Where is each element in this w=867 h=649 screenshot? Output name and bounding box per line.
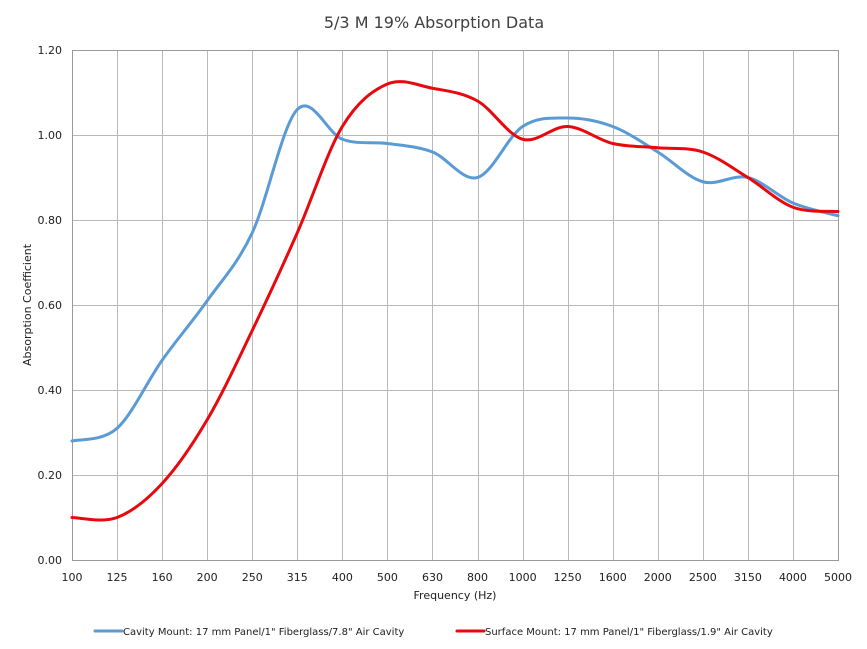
series-1-point [71, 440, 74, 443]
series-2-point [206, 418, 209, 421]
series-2-point [701, 151, 704, 154]
x-tick-label: 200 [197, 571, 218, 584]
x-tick-label: 500 [377, 571, 398, 584]
series-2-point [476, 100, 479, 103]
x-tick-label: 1000 [509, 571, 537, 584]
x-tick-label: 1250 [554, 571, 582, 584]
x-tick-label: 250 [242, 571, 263, 584]
series-line-1 [70, 104, 840, 443]
series-2-point [386, 83, 389, 86]
series-2-point [566, 125, 569, 128]
y-axis-ticks: 0.00 0.20 0.40 0.60 0.80 1.00 1.20 [38, 44, 63, 567]
series-1-point [521, 125, 524, 128]
legend-label-2: Surface Mount: 17 mm Panel/1" Fiberglass… [485, 627, 773, 638]
y-tick-label: 0.20 [38, 469, 63, 482]
series-2-point [791, 206, 794, 209]
series-1-point [116, 427, 119, 430]
legend: Cavity Mount: 17 mm Panel/1" Fiberglass/… [93, 627, 773, 638]
series-2-point [431, 87, 434, 90]
series-2-point [611, 142, 614, 145]
series-1-point [341, 138, 344, 141]
series-2-point [656, 146, 659, 149]
series-1-point [296, 108, 299, 111]
series-2-point [161, 482, 164, 485]
series-1-point [791, 202, 794, 205]
series-2-point [837, 210, 840, 213]
series-1-point [386, 142, 389, 145]
series-layer [70, 80, 840, 522]
y-tick-label: 1.20 [38, 44, 63, 57]
x-tick-label: 2000 [644, 571, 672, 584]
series-1-point [206, 299, 209, 302]
x-tick-label: 125 [107, 571, 128, 584]
legend-label-1: Cavity Mount: 17 mm Panel/1" Fiberglass/… [123, 627, 404, 638]
series-1-point [701, 180, 704, 183]
series-1-point [611, 125, 614, 128]
series-1-point [431, 151, 434, 154]
y-tick-label: 0.40 [38, 384, 63, 397]
x-tick-label: 100 [62, 571, 83, 584]
series-2-point [116, 516, 119, 519]
series-1-point [566, 117, 569, 120]
y-tick-label: 0.80 [38, 214, 63, 227]
series-2-point [296, 231, 299, 234]
series-1-point [251, 231, 254, 234]
x-tick-label: 800 [467, 571, 488, 584]
x-tick-label: 315 [287, 571, 308, 584]
y-tick-label: 1.00 [38, 129, 63, 142]
x-tick-label: 5000 [824, 571, 852, 584]
series-2-point [341, 125, 344, 128]
series-2-point [71, 516, 74, 519]
series-1-point [837, 214, 840, 217]
y-tick-label: 0.60 [38, 299, 63, 312]
x-axis-label: Frequency (Hz) [414, 589, 497, 602]
x-tick-label: 630 [422, 571, 443, 584]
x-axis-ticks: 100 125 160 200 250 315 400 500 630 800 1000 1250 16… [62, 571, 853, 584]
x-tick-label: 3150 [734, 571, 762, 584]
series-1-point [656, 151, 659, 154]
x-tick-label: 2500 [689, 571, 717, 584]
x-tick-label: 160 [152, 571, 173, 584]
x-tick-label: 1600 [599, 571, 627, 584]
plot-frame [72, 50, 839, 561]
grid [72, 50, 839, 561]
y-axis-label: Absorption Coefficient [21, 243, 34, 366]
chart-title: 5/3 M 19% Absorption Data [324, 13, 544, 32]
series-1-point [161, 359, 164, 362]
x-tick-label: 4000 [779, 571, 807, 584]
series-line-2 [70, 80, 840, 522]
series-2-point [521, 138, 524, 141]
series-2-point [746, 176, 749, 179]
x-tick-label: 400 [332, 571, 353, 584]
series-2-point [251, 329, 254, 332]
series-1-point [476, 176, 479, 179]
y-tick-label: 0.00 [38, 554, 63, 567]
